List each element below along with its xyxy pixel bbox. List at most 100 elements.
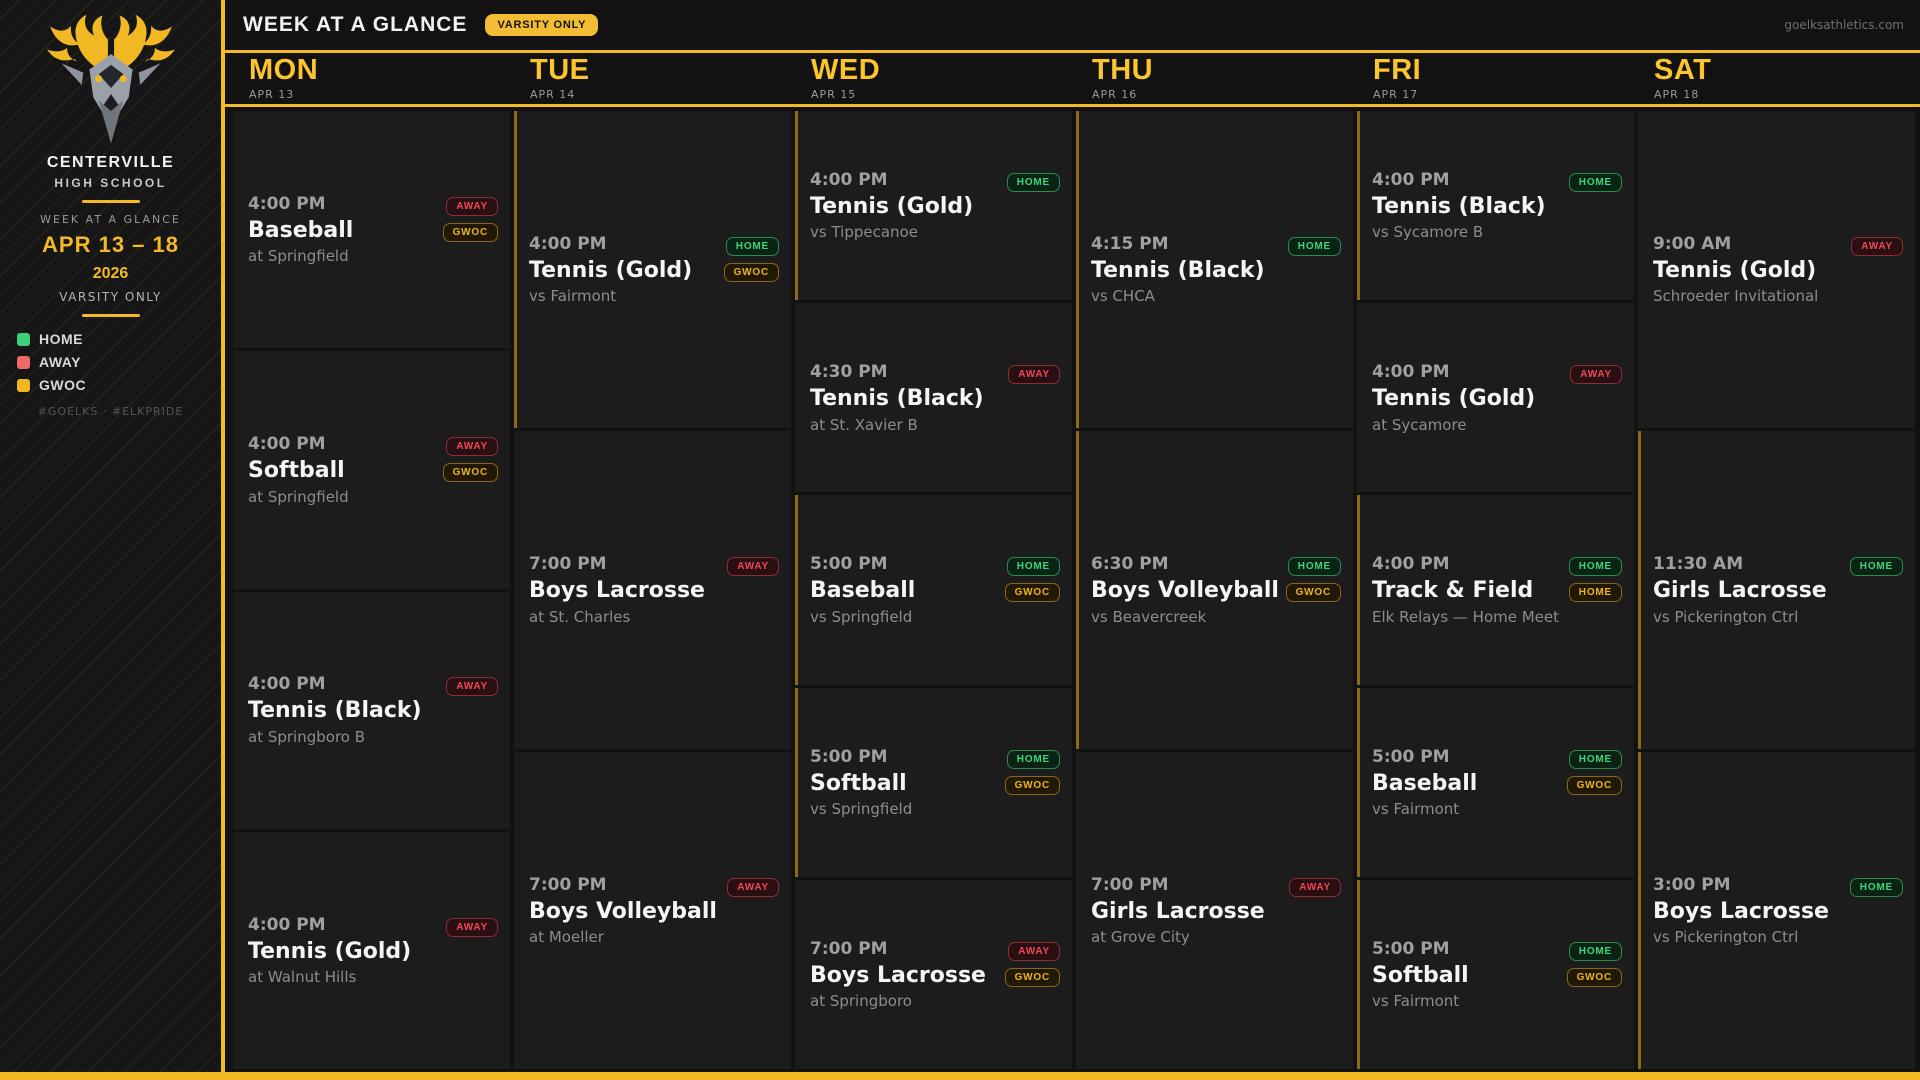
- event-card[interactable]: 7:00 PM Boys Lacrosse at St. Charles AWAY: [514, 431, 791, 749]
- sidebar-separator: [221, 0, 225, 1072]
- event-card[interactable]: 5:00 PM Baseball vs Fairmont HOME GWOC: [1357, 687, 1634, 877]
- event-card-row: 7:00 PM Boys Lacrosse at St. Charles AWAY: [529, 554, 779, 626]
- event-location: at Walnut Hills: [248, 968, 357, 987]
- event-location: at St. Charles: [529, 607, 631, 626]
- event-time: 7:00 PM: [529, 874, 607, 895]
- home-badge: HOME: [1568, 749, 1622, 769]
- event-location: Elk Relays — Home Meet: [1372, 607, 1560, 626]
- top-bar: WEEK AT A GLANCE VARSITY ONLY goelksathl…: [225, 0, 1920, 53]
- away-badge: AWAY: [446, 437, 498, 457]
- event-text: 9:00 AM Tennis (Gold) Schroeder Invitation…: [1653, 234, 1818, 305]
- event-card[interactable]: 4:00 PM Tennis (Black) vs Sycamore B HOME: [1357, 111, 1634, 301]
- event-card[interactable]: 4:00 PM Tennis (Gold) vs Fairmont HOME GWOC: [514, 111, 791, 429]
- event-title: Tennis (Black): [248, 698, 422, 724]
- event-title: Tennis (Gold): [810, 193, 974, 219]
- event-text: 4:00 PM Track & Field Elk Relays — Home Me…: [1372, 554, 1559, 625]
- event-time: 5:00 PM: [810, 554, 888, 575]
- event-card[interactable]: 6:30 PM Boys Volleyball vs Beavercreek HOME…: [1076, 431, 1353, 749]
- event-card[interactable]: 5:00 PM Baseball vs Springfield HOME GWOC: [795, 495, 1072, 685]
- event-text: 7:00 PM Boys Lacrosse at St. Charles: [529, 554, 705, 625]
- event-text: 4:15 PM Tennis (Black) vs CHCA: [1091, 234, 1265, 305]
- event-card-row: 9:00 AM Tennis (Gold) Schroeder Invitation…: [1653, 234, 1903, 305]
- home-badge: HOME: [1849, 557, 1903, 577]
- event-card-row: 4:00 PM Tennis (Gold) vs Tippecanoe HOME: [810, 170, 1060, 241]
- antlers-left: [46, 14, 108, 72]
- day-header-mon: MON APR 13: [233, 53, 510, 104]
- sidebar: CENTERVILLE HIGH SCHOOL WEEK AT A GLANCE…: [0, 0, 221, 1072]
- day-date: APR 16: [1092, 88, 1138, 101]
- day-name: MON: [249, 54, 319, 86]
- date-range: APR 13 – 18: [42, 232, 179, 257]
- event-location: vs Fairmont: [1372, 799, 1460, 818]
- event-badges: HOME HOME: [1568, 557, 1622, 603]
- event-location: vs Tippecanoe: [810, 223, 918, 242]
- event-title: Tennis (Gold): [1372, 386, 1536, 412]
- event-card-row: 5:00 PM Baseball vs Fairmont HOME GWOC: [1372, 747, 1622, 818]
- event-time: 6:30 PM: [1091, 554, 1169, 575]
- event-card[interactable]: 4:00 PM Tennis (Gold) at Walnut Hills AWAY: [233, 831, 510, 1069]
- event-card-row: 4:00 PM Softball at Springfield AWAY GWOC: [248, 434, 498, 506]
- event-badges: HOME: [1849, 877, 1903, 897]
- day-date: APR 15: [811, 88, 857, 101]
- legend: HOME AWAY GWOC: [17, 331, 221, 393]
- day-date: APR 17: [1373, 88, 1419, 101]
- event-card[interactable]: 4:00 PM Softball at Springfield AWAY GWOC: [233, 351, 510, 589]
- event-card[interactable]: 7:00 PM Boys Lacrosse at Springboro AWAY GWO…: [795, 879, 1072, 1070]
- event-text: 5:00 PM Softball vs Fairmont: [1372, 939, 1469, 1010]
- event-card[interactable]: 4:00 PM Track & Field Elk Relays — Home Me…: [1357, 495, 1634, 685]
- event-text: 4:00 PM Tennis (Black) vs Sycamore B: [1372, 170, 1546, 241]
- home-swatch: [17, 332, 30, 346]
- event-badges: AWAY: [446, 677, 498, 697]
- event-card[interactable]: 7:00 PM Girls Lacrosse at Grove City AWAY: [1076, 751, 1353, 1069]
- event-location: at Moeller: [529, 928, 604, 947]
- event-text: 7:00 PM Boys Lacrosse at Springboro: [810, 939, 986, 1010]
- event-card[interactable]: 4:00 PM Baseball at Springfield AWAY GWOC: [233, 111, 510, 349]
- home-badge: HOME: [1849, 877, 1903, 897]
- event-card[interactable]: 5:00 PM Softball vs Springfield HOME GWOC: [795, 687, 1072, 877]
- event-card-row: 7:00 PM Boys Lacrosse at Springboro AWAY GWO…: [810, 939, 1060, 1010]
- legend-item: HOME: [17, 331, 221, 347]
- event-badges: HOME: [1849, 557, 1903, 577]
- gwoc-badge: GWOC: [1004, 967, 1060, 987]
- event-badges: AWAY: [1851, 236, 1903, 256]
- event-card[interactable]: 4:30 PM Tennis (Black) at St. Xavier B AWAY: [795, 303, 1072, 493]
- event-card[interactable]: 4:00 PM Tennis (Gold) at Sycamore AWAY: [1357, 303, 1634, 493]
- event-location: at Grove City: [1091, 928, 1190, 947]
- divider: [81, 200, 140, 203]
- elk-logo: [26, 14, 196, 146]
- day-column-mon: 4:00 PM Baseball at Springfield AWAY GWOC 4:0…: [233, 111, 510, 1069]
- gwoc-badge: GWOC: [1004, 583, 1060, 603]
- event-time: 7:00 PM: [529, 554, 607, 575]
- events-grid: 4:00 PM Baseball at Springfield AWAY GWOC 4:0…: [225, 111, 1920, 1070]
- event-card[interactable]: 5:00 PM Softball vs Fairmont HOME GWOC: [1357, 879, 1634, 1070]
- event-card[interactable]: 11:30 AM Girls Lacrosse vs Pickerington Ct…: [1638, 431, 1915, 749]
- event-text: 4:00 PM Baseball at Springfield: [248, 194, 353, 265]
- event-badges: HOME GWOC: [1004, 557, 1060, 603]
- gwoc-swatch: [17, 378, 30, 392]
- day-headers-row: MON APR 13 TUE APR 14 WED APR 15 THU APR 16 FRI A…: [225, 53, 1920, 107]
- legend-item: AWAY: [17, 354, 221, 370]
- away-badge: AWAY: [1008, 941, 1060, 961]
- home-badge: HOME: [1287, 557, 1341, 577]
- event-card-row: 5:00 PM Softball vs Fairmont HOME GWOC: [1372, 939, 1622, 1010]
- day-header-fri: FRI APR 17: [1357, 53, 1634, 104]
- home-badge: HOME: [1287, 236, 1341, 256]
- event-card[interactable]: 4:15 PM Tennis (Black) vs CHCA HOME: [1076, 111, 1353, 429]
- event-card[interactable]: 7:00 PM Boys Volleyball at Moeller AWAY: [514, 751, 791, 1069]
- event-card[interactable]: 4:00 PM Tennis (Gold) vs Tippecanoe HOME: [795, 111, 1072, 301]
- event-location: vs CHCA: [1091, 287, 1155, 306]
- event-card[interactable]: 4:00 PM Tennis (Black) at Springboro B AWAY: [233, 591, 510, 829]
- event-card-row: 3:00 PM Boys Lacrosse vs Pickerington Ctrl…: [1653, 875, 1903, 946]
- event-card[interactable]: 9:00 AM Tennis (Gold) Schroeder Invitation…: [1638, 111, 1915, 429]
- event-card[interactable]: 3:00 PM Boys Lacrosse vs Pickerington Ctrl…: [1638, 751, 1915, 1069]
- event-card-row: 4:00 PM Tennis (Gold) at Sycamore AWAY: [1372, 362, 1622, 434]
- page-title: WEEK AT A GLANCE: [243, 13, 468, 36]
- day-name: WED: [811, 54, 881, 86]
- event-time: 7:00 PM: [1091, 874, 1169, 895]
- event-title: Boys Volleyball: [529, 898, 717, 924]
- event-location: vs Fairmont: [529, 287, 617, 306]
- event-badges: AWAY: [727, 557, 779, 577]
- away-swatch: [17, 355, 30, 369]
- event-card-row: 5:00 PM Softball vs Springfield HOME GWOC: [810, 747, 1060, 818]
- event-text: 5:00 PM Baseball vs Springfield: [810, 554, 915, 625]
